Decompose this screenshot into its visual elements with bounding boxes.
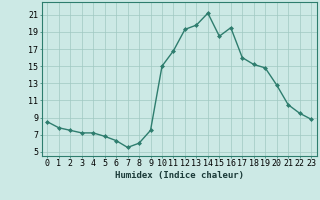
X-axis label: Humidex (Indice chaleur): Humidex (Indice chaleur) bbox=[115, 171, 244, 180]
